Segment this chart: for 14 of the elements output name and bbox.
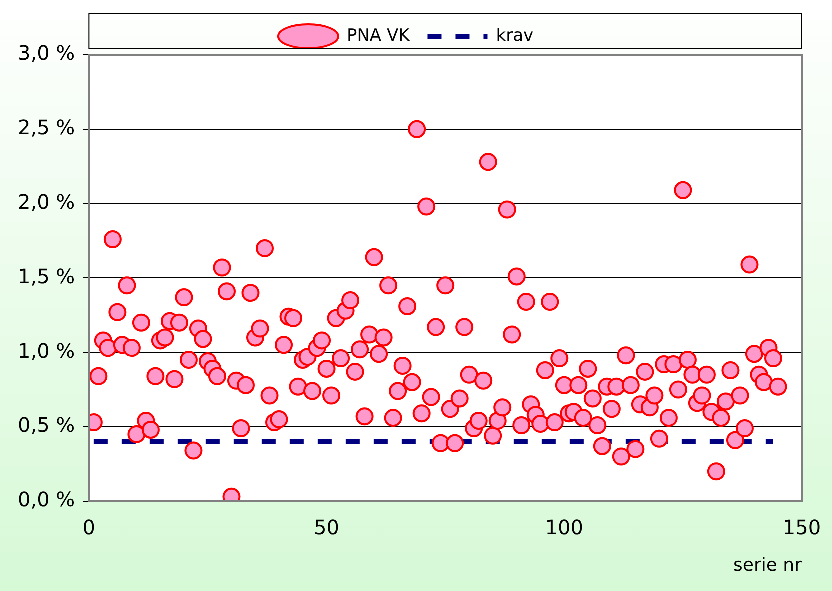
- y-tick-label: 3,0 %: [18, 41, 76, 66]
- x-tick-label: 100: [545, 516, 584, 540]
- legend-label: PNA VK: [346, 26, 411, 46]
- y-tick-label: 0,0 %: [18, 488, 76, 512]
- x-tick-label: 50: [314, 516, 340, 540]
- y-tick-label: 1,5 %: [18, 264, 76, 288]
- x-tick-label: 150: [782, 516, 822, 540]
- x-axis-title: serie nr: [734, 554, 803, 576]
- y-tick-label: 0,5 %: [18, 413, 76, 438]
- y-tick-label: 2,0 %: [18, 190, 76, 214]
- y-tick-label: 1,0 %: [18, 338, 76, 363]
- y-tick-label: 2,5 %: [18, 116, 76, 140]
- legend-label: krav: [496, 26, 534, 46]
- x-tick-label: 0: [82, 516, 96, 540]
